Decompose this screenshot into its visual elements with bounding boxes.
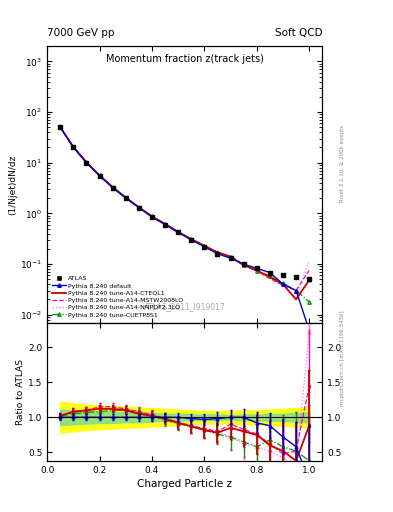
Y-axis label: (1/Njet)dN/dz: (1/Njet)dN/dz	[8, 154, 17, 215]
Text: ATLAS_2011_I919017: ATLAS_2011_I919017	[144, 303, 226, 311]
Text: mcplots.cern.ch [arXiv:1306.3436]: mcplots.cern.ch [arXiv:1306.3436]	[340, 311, 345, 406]
X-axis label: Charged Particle z: Charged Particle z	[137, 479, 232, 489]
Text: Soft QCD: Soft QCD	[275, 28, 322, 38]
Text: 7000 GeV pp: 7000 GeV pp	[47, 28, 115, 38]
Y-axis label: Ratio to ATLAS: Ratio to ATLAS	[16, 359, 25, 424]
Text: Rivet 3.1.10, ≥ 200k events: Rivet 3.1.10, ≥ 200k events	[340, 125, 345, 202]
Legend: ATLAS, Pythia 8.240 default, Pythia 8.240 tune-A14-CTEQL1, Pythia 8.240 tune-A14: ATLAS, Pythia 8.240 default, Pythia 8.24…	[50, 274, 185, 319]
Text: Momentum fraction z(track jets): Momentum fraction z(track jets)	[106, 54, 264, 65]
